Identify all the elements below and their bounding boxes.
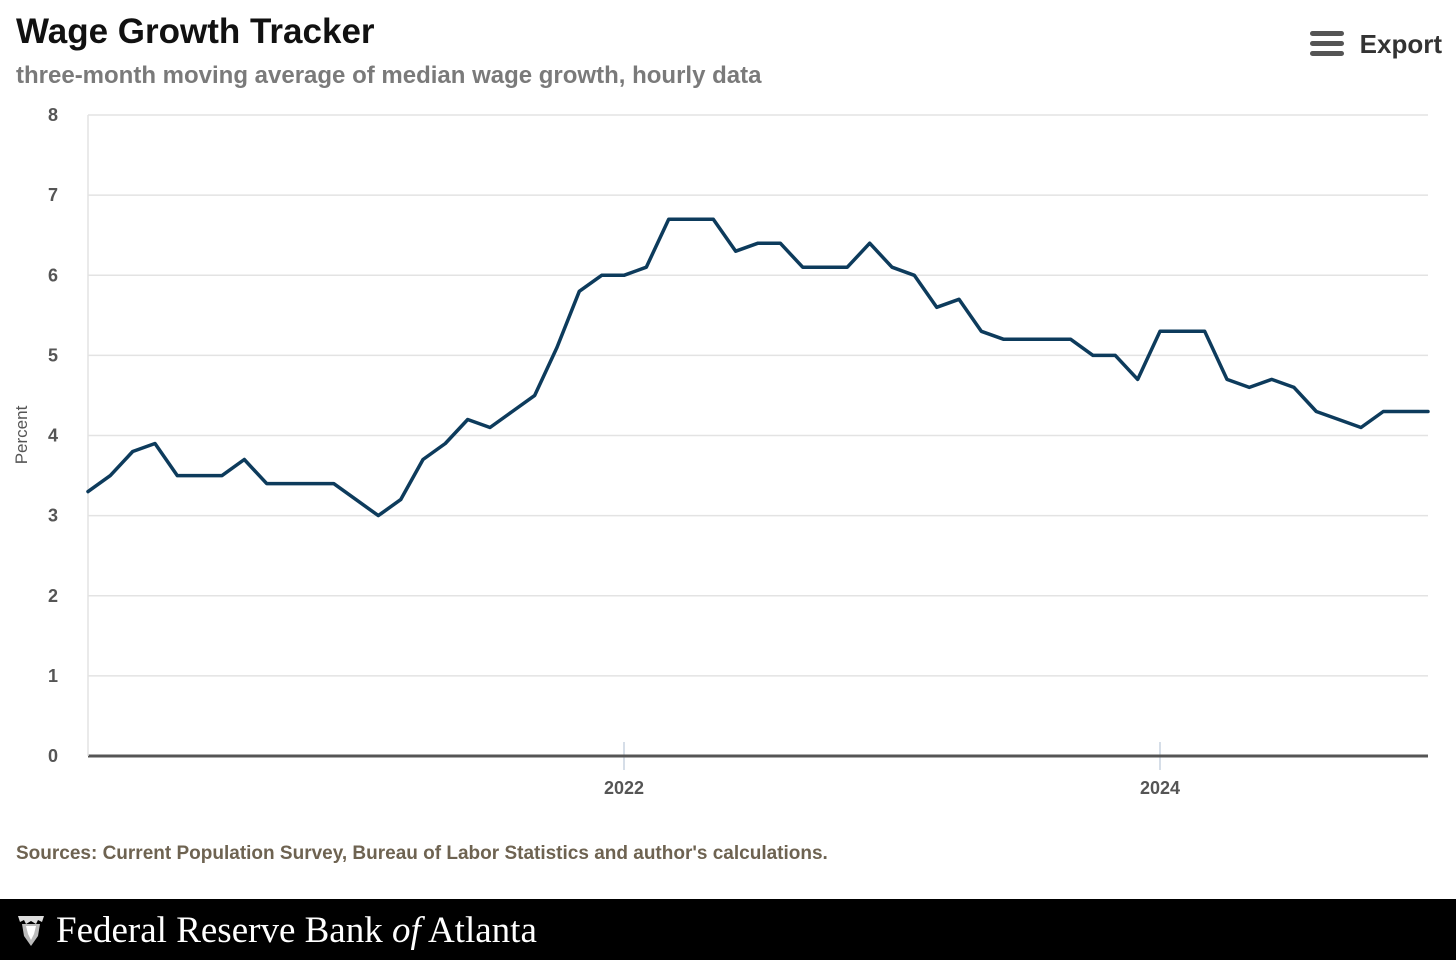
y-tick-label: 5: [48, 345, 58, 365]
data-point[interactable]: [462, 413, 474, 425]
data-point[interactable]: [752, 237, 764, 249]
footer-brand-part2: of: [391, 910, 421, 951]
data-point[interactable]: [774, 237, 786, 249]
data-point[interactable]: [953, 293, 965, 305]
data-point[interactable]: [819, 261, 831, 273]
data-point[interactable]: [1087, 349, 1099, 361]
data-point[interactable]: [1109, 349, 1121, 361]
data-point[interactable]: [328, 478, 340, 490]
data-point[interactable]: [1020, 333, 1032, 345]
data-point[interactable]: [1266, 373, 1278, 385]
line-chart: 0 1 2 3 4 5 6 7 8 2022 2024 Percent: [12, 105, 1434, 798]
data-point[interactable]: [171, 470, 183, 482]
data-point[interactable]: [864, 237, 876, 249]
data-point[interactable]: [1132, 373, 1144, 385]
federal-reserve-eagle-icon: [18, 916, 44, 946]
x-tick-label: 2024: [1140, 778, 1180, 798]
data-point[interactable]: [975, 325, 987, 337]
data-point[interactable]: [417, 454, 429, 466]
data-point[interactable]: [1400, 405, 1412, 417]
data-point[interactable]: [149, 438, 161, 450]
data-point[interactable]: [998, 333, 1010, 345]
x-axis-ticks: 2022 2024: [604, 742, 1180, 798]
data-point[interactable]: [506, 405, 518, 417]
y-tick-label: 6: [48, 265, 58, 285]
data-point[interactable]: [350, 494, 362, 506]
series-line: [86, 217, 1430, 518]
y-tick-label: 4: [48, 426, 58, 446]
y-tick-label: 7: [48, 185, 58, 205]
data-point[interactable]: [1377, 405, 1389, 417]
y-tick-label: 3: [48, 506, 58, 526]
data-point[interactable]: [707, 213, 719, 225]
data-point[interactable]: [596, 269, 608, 281]
y-tick-label: 1: [48, 666, 58, 686]
data-point[interactable]: [797, 261, 809, 273]
data-point[interactable]: [372, 510, 384, 522]
data-point[interactable]: [283, 478, 295, 490]
footer-bar: Federal Reserve Bank of Atlanta: [0, 899, 1456, 960]
data-point[interactable]: [1355, 421, 1367, 433]
data-point[interactable]: [82, 486, 94, 498]
export-label: Export: [1359, 28, 1442, 59]
data-point[interactable]: [551, 341, 563, 353]
data-point[interactable]: [1243, 381, 1255, 393]
data-point[interactable]: [1333, 413, 1345, 425]
data-point[interactable]: [730, 245, 742, 257]
data-point[interactable]: [841, 261, 853, 273]
data-point[interactable]: [216, 470, 228, 482]
data-point[interactable]: [1288, 381, 1300, 393]
data-point[interactable]: [104, 470, 116, 482]
sources-note: Sources: Current Population Survey, Bure…: [16, 843, 828, 864]
chart-subtitle: three-month moving average of median wag…: [16, 62, 762, 89]
data-point[interactable]: [573, 285, 585, 297]
data-point[interactable]: [1176, 325, 1188, 337]
data-point[interactable]: [305, 478, 317, 490]
data-point[interactable]: [1221, 373, 1233, 385]
data-point[interactable]: [1065, 333, 1077, 345]
x-tick-label: 2022: [604, 778, 644, 798]
y-axis-ticks: 0 1 2 3 4 5 6 7 8: [48, 105, 58, 766]
footer-brand-text: Federal Reserve Bank of Atlanta: [56, 909, 537, 952]
data-point[interactable]: [1199, 325, 1211, 337]
data-point[interactable]: [663, 213, 675, 225]
data-point[interactable]: [1422, 405, 1434, 417]
y-tick-label: 2: [48, 586, 58, 606]
data-point[interactable]: [1154, 325, 1166, 337]
data-point[interactable]: [395, 494, 407, 506]
data-point[interactable]: [484, 421, 496, 433]
data-point[interactable]: [640, 261, 652, 273]
data-point[interactable]: [1042, 333, 1054, 345]
y-tick-label: 8: [48, 105, 58, 125]
export-button[interactable]: Export: [1309, 24, 1442, 64]
data-point[interactable]: [261, 478, 273, 490]
chart-title: Wage Growth Tracker: [16, 12, 375, 51]
series-group: [82, 213, 1434, 522]
data-point[interactable]: [908, 269, 920, 281]
menu-icon: [1309, 31, 1344, 57]
data-point[interactable]: [685, 213, 697, 225]
data-point[interactable]: [238, 454, 250, 466]
data-point[interactable]: [194, 470, 206, 482]
data-point[interactable]: [127, 446, 139, 458]
y-tick-label: 0: [48, 746, 58, 766]
data-point[interactable]: [886, 261, 898, 273]
footer-brand-part1: Federal Reserve Bank: [56, 910, 392, 951]
footer-brand-part3: Atlanta: [420, 910, 537, 951]
gridlines: [88, 114, 1428, 677]
data-point[interactable]: [931, 301, 943, 313]
y-axis-label: Percent: [12, 405, 31, 464]
data-point[interactable]: [618, 269, 630, 281]
data-point[interactable]: [529, 389, 541, 401]
data-point[interactable]: [439, 438, 451, 450]
data-point[interactable]: [1310, 405, 1322, 417]
